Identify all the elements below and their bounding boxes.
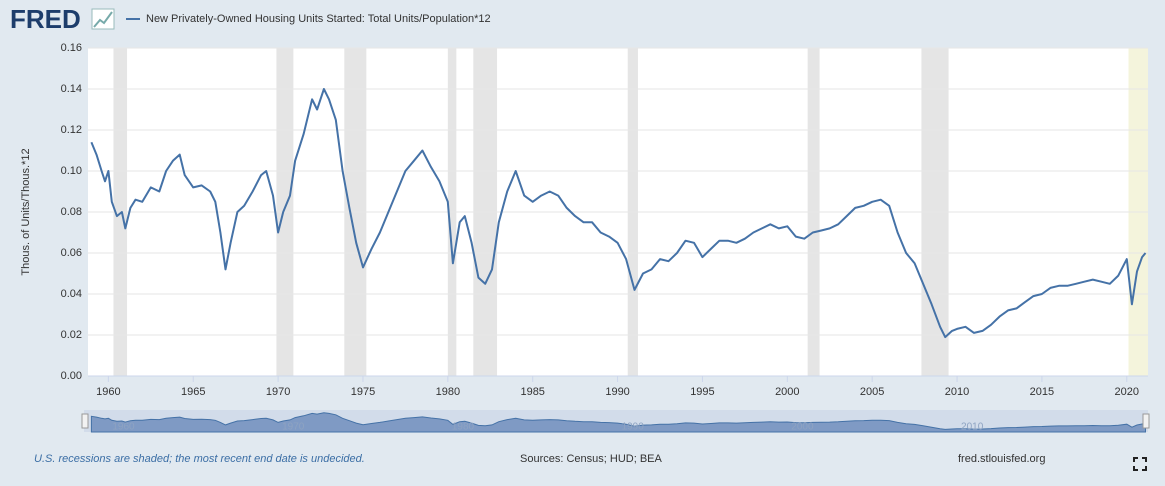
x-tick-label: 1980 xyxy=(436,386,460,398)
y-tick-label: 0.00 xyxy=(61,370,82,382)
x-tick-label: 2010 xyxy=(945,386,969,398)
x-tick-label: 1970 xyxy=(266,386,290,398)
y-tick-label: 0.10 xyxy=(61,165,82,177)
site: fred.stlouisfed.org xyxy=(958,453,1045,465)
legend-label: New Privately-Owned Housing Units Starte… xyxy=(146,13,491,25)
x-tick-label: 1960 xyxy=(96,386,120,398)
x-tick-label: 1965 xyxy=(181,386,205,398)
y-tick-label: 0.04 xyxy=(61,288,82,300)
x-tick-label: 2015 xyxy=(1030,386,1054,398)
sources: Sources: Census; HUD; BEA xyxy=(520,453,662,465)
y-tick-label: 0.14 xyxy=(61,83,82,95)
y-tick-label: 0.16 xyxy=(61,42,82,54)
x-tick-label: 2020 xyxy=(1115,386,1139,398)
navigator-handle-right[interactable] xyxy=(1142,413,1150,429)
navigator-tick-label: 1990 xyxy=(622,422,645,433)
footnote: U.S. recessions are shaded; the most rec… xyxy=(34,453,365,465)
x-tick-label: 1985 xyxy=(520,386,544,398)
x-tick-label: 1990 xyxy=(605,386,629,398)
navigator-tick-label: 1980 xyxy=(452,422,475,433)
x-tick-label: 2000 xyxy=(775,386,799,398)
logo: FRED xyxy=(10,4,81,34)
y-tick-label: 0.12 xyxy=(61,124,82,136)
x-tick-label: 2005 xyxy=(860,386,884,398)
navigator-tick-label: 1960 xyxy=(112,422,135,433)
y-axis-label: Thous. of Units/Thous.*12 xyxy=(20,148,32,275)
navigator-tick-label: 2000 xyxy=(791,422,814,433)
x-tick-label: 1975 xyxy=(351,386,375,398)
series-line xyxy=(90,88,1147,339)
navigator-handle-left[interactable] xyxy=(81,413,89,429)
navigator-area xyxy=(90,412,1146,433)
navigator-tick-label: 1970 xyxy=(282,422,305,433)
y-tick-label: 0.02 xyxy=(61,329,82,341)
fullscreen-icon[interactable] xyxy=(1133,457,1147,471)
x-tick-label: 1995 xyxy=(690,386,714,398)
logo-icon-line xyxy=(93,11,113,28)
y-tick-label: 0.06 xyxy=(61,247,82,259)
y-tick-label: 0.08 xyxy=(61,206,82,218)
navigator-tick-label: 2010 xyxy=(961,422,984,433)
